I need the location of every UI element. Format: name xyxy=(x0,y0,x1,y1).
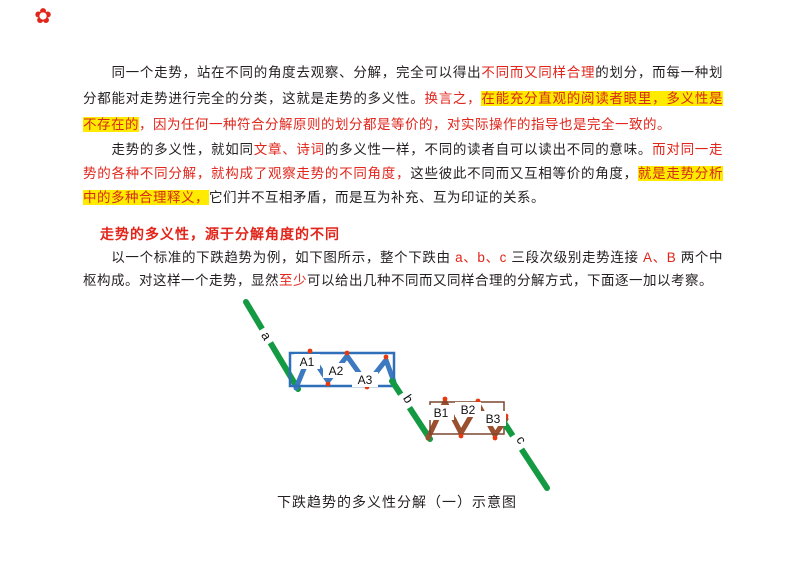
label-a-box xyxy=(253,323,279,349)
pivot-marker-icon xyxy=(307,348,313,354)
label-A2: A2 xyxy=(323,363,349,378)
pivot-marker-icon xyxy=(458,433,464,439)
label-B2-text: B2 xyxy=(461,403,476,417)
text-segment: 两个中枢构成。对这样一个走势，显然 xyxy=(83,250,723,288)
text-segment-red: ，因为任何一种符合分解原则的划分都是等价的，对实际操作的指导也是 xyxy=(139,117,587,132)
text-segment-red: 至少 xyxy=(279,273,307,288)
label-b: b xyxy=(395,386,421,412)
text-segment: 的多义性一样，不同的读者自可以读出不同的意味。 xyxy=(324,142,653,157)
label-B3-text: B3 xyxy=(486,412,501,426)
text-segment: 走势的多义性，就如同 xyxy=(83,142,254,157)
segment-b-line xyxy=(389,378,433,442)
text-segment: 的划分，而每一种划分都能对走势进行完全的分类，这就是走势的多义性。 xyxy=(83,65,724,106)
pivot-marker-icon xyxy=(492,435,498,441)
text-segment-red: 完全一致的。 xyxy=(587,117,671,132)
label-A3-text: A3 xyxy=(358,373,373,387)
label-B2-box xyxy=(455,402,481,417)
text-segment: 它们并不互相矛盾，而是互为补充、互为印证的关系。 xyxy=(209,190,545,205)
label-A3: A3 xyxy=(352,372,378,387)
text-segment: 三段次级别走势连接 xyxy=(506,250,644,265)
label-A2-text: A2 xyxy=(329,364,344,378)
pivot-marker-icon xyxy=(383,354,389,360)
text-segment-red: 而对同一走势的各种不同分解，就 xyxy=(83,142,724,181)
figure-caption: 下跌趋势的多义性分解（一）示意图 xyxy=(277,494,517,510)
label-A2-box xyxy=(323,363,349,378)
label-A3-box xyxy=(352,372,378,387)
center-box-a xyxy=(288,351,396,388)
paragraph-2: 走势的多义性，就如同文章、诗词的多义性一样，不同的读者自可以读出不同的意味。而对… xyxy=(83,138,724,210)
pivot-marker-icon xyxy=(325,381,331,387)
label-B3: B3 xyxy=(480,411,506,426)
paragraph-1: 同一个走势，站在不同的角度去观察、分解，完全可以得出不同而又同样合理的划分，而每… xyxy=(83,60,724,138)
text-segment-highlight: 在能充分直观的阅读者眼里， xyxy=(481,91,667,106)
label-B1: B1 xyxy=(428,405,454,420)
label-c-box xyxy=(508,427,534,453)
text-segment: 这些彼此不同而又互相等价的角度， xyxy=(410,166,638,181)
text-segment: 以一个标准的下跌趋势为例，如下图所示，整个下跌由 xyxy=(83,250,456,265)
text-segment-red: 文章、诗词 xyxy=(253,142,325,157)
segment-c-line xyxy=(500,418,550,491)
pivot-marker-icon xyxy=(344,350,350,356)
label-B1-box xyxy=(428,405,454,420)
text-segment-red: 换言之， xyxy=(424,91,482,106)
label-c: c xyxy=(508,427,534,453)
label-B3-box xyxy=(480,411,506,426)
label-A1: A1 xyxy=(294,354,320,369)
label-B2: B2 xyxy=(455,402,481,417)
label-a: a xyxy=(253,323,279,349)
label-b-box xyxy=(395,386,421,412)
paragraph-3: 以一个标准的下跌趋势为例，如下图所示，整个下跌由 a、b、c 三段次级别走势连接… xyxy=(83,246,723,292)
text-segment-red: 构成了观察走势的不同角度， xyxy=(225,166,411,181)
trend-diagram: a A1 A2 A3 b B1 B2 B3 xyxy=(243,299,550,491)
text-segment-red: 不同而又同样合理 xyxy=(481,65,596,80)
page-logo-icon: ✿ xyxy=(34,5,52,28)
section-heading: 走势的多义性，源于分解角度的不同 xyxy=(100,226,340,242)
text-segment-red: a、b、c xyxy=(455,250,507,265)
text-segment: 同一个走势，站在不同的角度去观察、分解，完全可以得出 xyxy=(83,65,482,80)
text-segment: 可以给出几种不同而又同样合理的分解方式，下面逐一加以考察。 xyxy=(307,273,713,288)
label-A1-text: A1 xyxy=(300,355,315,369)
text-segment-red: A、B xyxy=(643,250,677,265)
label-B1-text: B1 xyxy=(434,406,449,420)
label-A1-box xyxy=(294,354,320,369)
pivot-marker-icon xyxy=(442,396,448,402)
